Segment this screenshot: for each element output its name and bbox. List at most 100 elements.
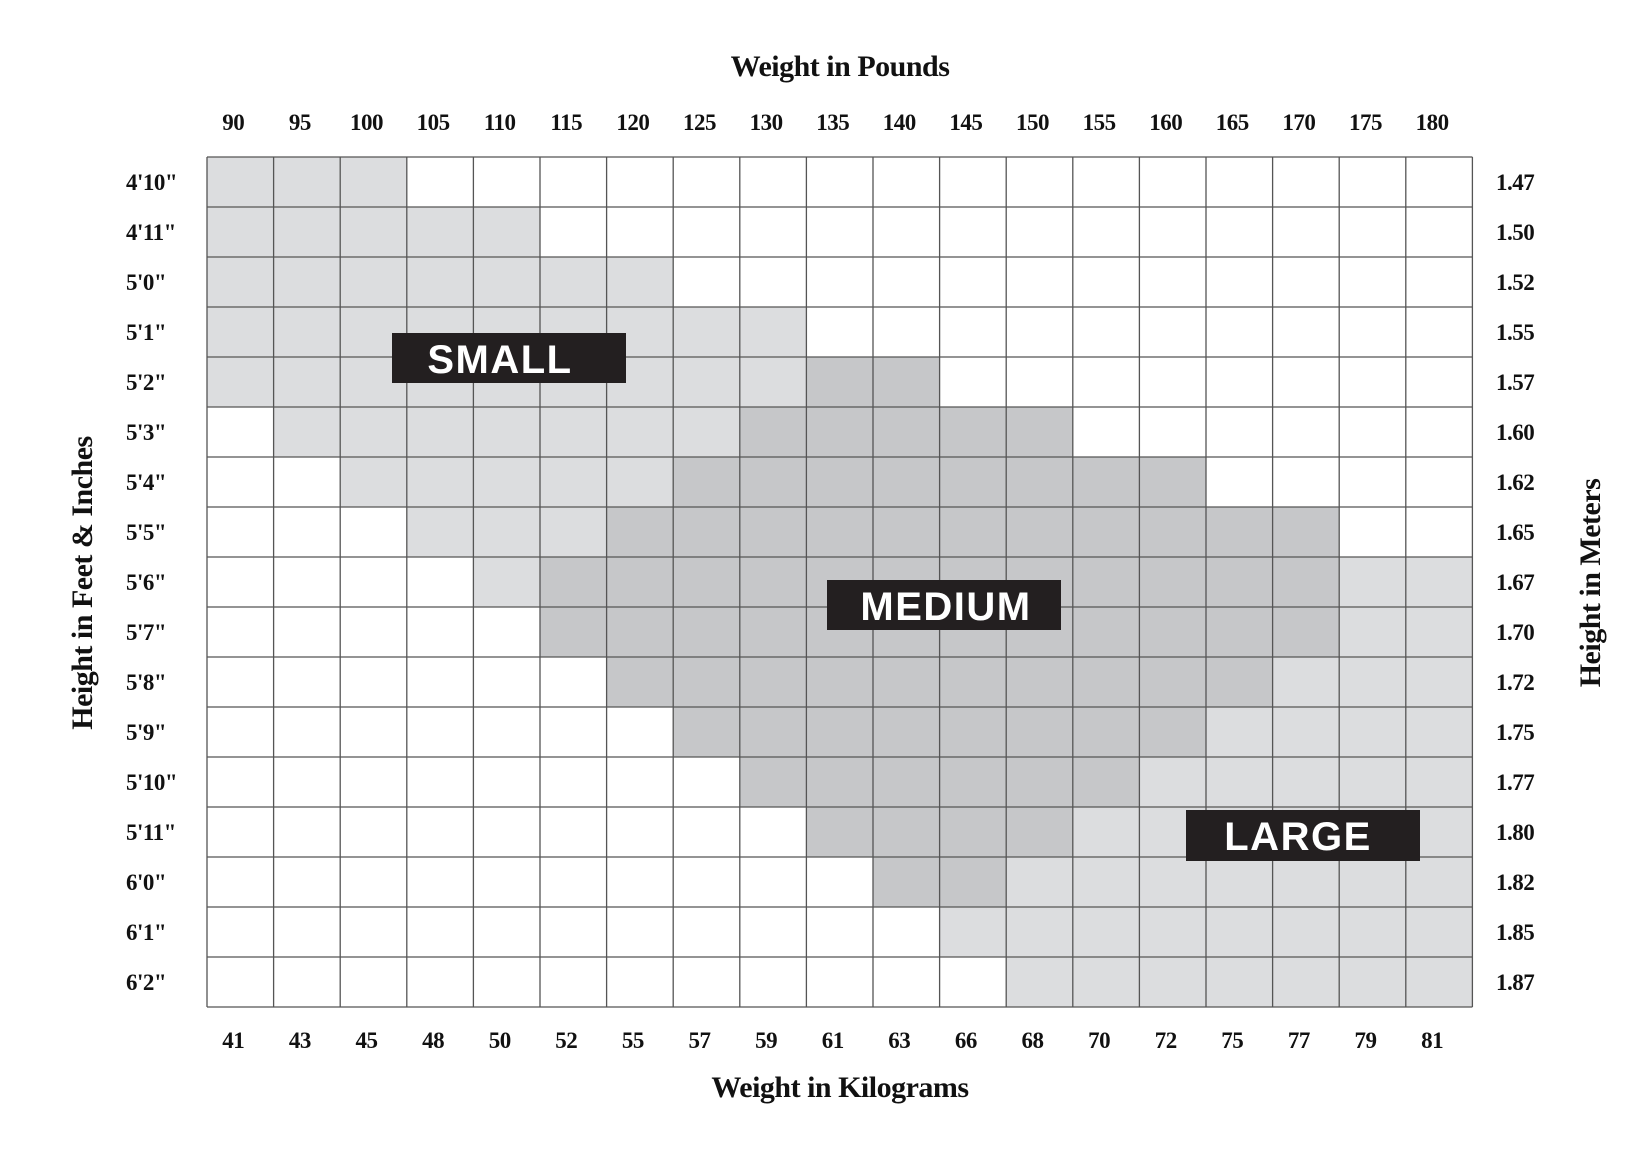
cell-none bbox=[606, 707, 674, 757]
cell-none bbox=[606, 957, 674, 1007]
cell-medium bbox=[739, 407, 807, 457]
cell-medium bbox=[739, 557, 807, 607]
pounds-tick-label: 95 bbox=[289, 110, 311, 135]
cell-none bbox=[1272, 207, 1340, 257]
kilograms-tick-label: 43 bbox=[289, 1028, 311, 1053]
cell-medium bbox=[1072, 757, 1140, 807]
cell-medium bbox=[873, 707, 940, 757]
cell-none bbox=[207, 657, 274, 707]
cell-none bbox=[273, 857, 341, 907]
cell-medium bbox=[739, 507, 807, 557]
height-ft-tick-label: 6'1" bbox=[126, 920, 166, 945]
kilograms-tick-label: 75 bbox=[1221, 1028, 1243, 1053]
cell-none bbox=[873, 257, 940, 307]
cell-medium bbox=[939, 857, 1007, 907]
cell-none bbox=[1405, 507, 1473, 557]
cell-small bbox=[340, 407, 407, 457]
cell-none bbox=[606, 157, 674, 207]
cell-none bbox=[606, 857, 674, 907]
kilograms-tick-label: 72 bbox=[1155, 1028, 1177, 1053]
cell-large bbox=[1272, 857, 1340, 907]
cell-medium bbox=[739, 457, 807, 507]
cell-medium bbox=[739, 657, 807, 707]
cell-none bbox=[1339, 407, 1406, 457]
cell-none bbox=[806, 907, 873, 957]
cell-none bbox=[1072, 357, 1140, 407]
cell-none bbox=[673, 807, 740, 857]
cell-none bbox=[1006, 307, 1073, 357]
cell-none bbox=[806, 157, 873, 207]
cell-small bbox=[673, 407, 740, 457]
cell-medium bbox=[806, 707, 873, 757]
height-m-tick-label: 1.85 bbox=[1496, 920, 1534, 945]
cell-small bbox=[207, 207, 274, 257]
cell-none bbox=[1206, 157, 1273, 207]
cell-medium bbox=[1072, 607, 1140, 657]
cell-medium bbox=[1006, 407, 1073, 457]
cell-small bbox=[406, 407, 474, 457]
badge-large: LARGE bbox=[1186, 810, 1420, 861]
cell-medium bbox=[1139, 657, 1206, 707]
cell-small bbox=[673, 307, 740, 357]
cell-medium bbox=[1272, 507, 1340, 557]
cell-none bbox=[873, 957, 940, 1007]
cell-none bbox=[273, 557, 341, 607]
cell-small bbox=[606, 257, 674, 307]
cell-none bbox=[207, 507, 274, 557]
cell-large bbox=[1405, 607, 1473, 657]
cell-none bbox=[340, 857, 407, 907]
badge-small-label: SMALL bbox=[427, 338, 572, 382]
cell-none bbox=[873, 307, 940, 357]
height-m-tick-label: 1.80 bbox=[1496, 820, 1534, 845]
pounds-tick-label: 175 bbox=[1349, 110, 1382, 135]
height-ft-tick-label: 5'6" bbox=[126, 570, 166, 595]
cell-large bbox=[1139, 857, 1206, 907]
cell-large bbox=[1405, 757, 1473, 807]
cell-none bbox=[340, 557, 407, 607]
cell-medium bbox=[873, 357, 940, 407]
cell-none bbox=[806, 857, 873, 907]
cell-none bbox=[1139, 307, 1206, 357]
height-ft-tick-label: 5'11" bbox=[126, 820, 176, 845]
badge-large-label: LARGE bbox=[1224, 815, 1372, 859]
cell-medium bbox=[939, 457, 1007, 507]
cell-small bbox=[207, 307, 274, 357]
cell-none bbox=[1139, 207, 1206, 257]
cell-large bbox=[1405, 657, 1473, 707]
height-ft-tick-label: 5'2" bbox=[126, 370, 166, 395]
cell-none bbox=[739, 257, 807, 307]
cell-none bbox=[273, 607, 341, 657]
cell-large bbox=[1206, 757, 1273, 807]
cell-medium bbox=[1006, 457, 1073, 507]
cell-none bbox=[673, 907, 740, 957]
cell-small bbox=[673, 357, 740, 407]
cell-medium bbox=[1072, 507, 1140, 557]
cell-medium bbox=[873, 457, 940, 507]
cell-medium bbox=[673, 657, 740, 707]
cell-small bbox=[273, 357, 341, 407]
cell-none bbox=[540, 657, 607, 707]
cell-none bbox=[606, 757, 674, 807]
cell-small bbox=[540, 457, 607, 507]
cell-none bbox=[406, 657, 474, 707]
cell-none bbox=[673, 757, 740, 807]
kilograms-tick-label: 70 bbox=[1088, 1028, 1110, 1053]
cell-small bbox=[406, 457, 474, 507]
cell-none bbox=[1405, 257, 1473, 307]
cell-none bbox=[739, 857, 807, 907]
cell-none bbox=[673, 257, 740, 307]
cell-medium bbox=[673, 557, 740, 607]
cell-medium bbox=[873, 857, 940, 907]
cell-none bbox=[806, 957, 873, 1007]
pounds-tick-label: 120 bbox=[616, 110, 649, 135]
height-ft-tick-label: 5'4" bbox=[126, 470, 166, 495]
cell-large bbox=[1272, 907, 1340, 957]
cell-medium bbox=[739, 757, 807, 807]
cell-none bbox=[606, 907, 674, 957]
cell-large bbox=[1139, 907, 1206, 957]
cell-small bbox=[540, 407, 607, 457]
cell-none bbox=[673, 957, 740, 1007]
cell-none bbox=[406, 957, 474, 1007]
height-ft-tick-label: 4'11" bbox=[126, 220, 176, 245]
cell-none bbox=[1006, 157, 1073, 207]
